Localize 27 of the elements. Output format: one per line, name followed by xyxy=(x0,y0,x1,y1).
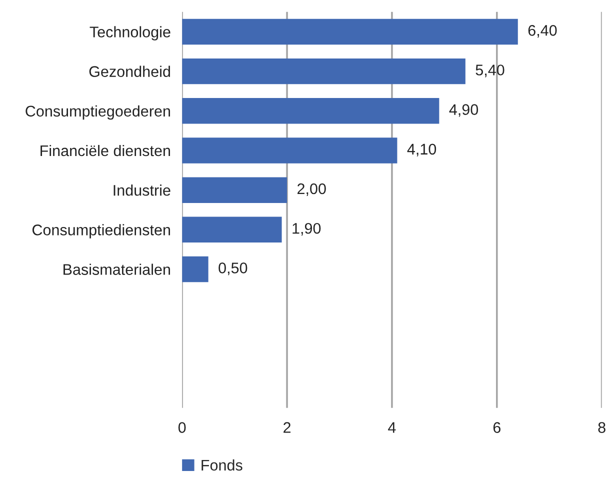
data-label: 4,10 xyxy=(407,144,436,156)
bar xyxy=(182,138,398,164)
bar xyxy=(182,216,282,243)
data-label: 5,40 xyxy=(476,64,504,78)
x-tick-label: 4 xyxy=(388,422,396,433)
y-tick-label: Consumptiegoederen xyxy=(26,105,170,120)
data-label: 4,90 xyxy=(449,104,478,117)
data-label: 2,00 xyxy=(298,183,326,196)
x-tick-label: 6 xyxy=(493,422,500,433)
data-label: 0,50 xyxy=(218,262,248,276)
x-tick-label: 2 xyxy=(284,422,290,433)
bar xyxy=(182,177,288,203)
y-tick-label: Basismaterialen xyxy=(64,264,170,275)
bar xyxy=(182,58,466,84)
bar xyxy=(182,256,208,282)
x-tick-label: 8 xyxy=(598,422,606,433)
data-label: 1,90 xyxy=(292,222,321,236)
y-tick-label: Technologie xyxy=(90,26,170,40)
y-tick-label: Consumptiediensten xyxy=(32,224,170,238)
y-tick-label: Gezondheid xyxy=(89,66,170,77)
data-label: 6,40 xyxy=(528,25,557,38)
bar xyxy=(182,98,440,124)
y-tick-label: Industrie xyxy=(114,184,170,196)
x-tick-label: 0 xyxy=(178,422,186,433)
legend-label: Fonds xyxy=(202,459,242,471)
bar xyxy=(182,18,518,45)
y-tick-label: Financiële diensten xyxy=(40,144,170,156)
